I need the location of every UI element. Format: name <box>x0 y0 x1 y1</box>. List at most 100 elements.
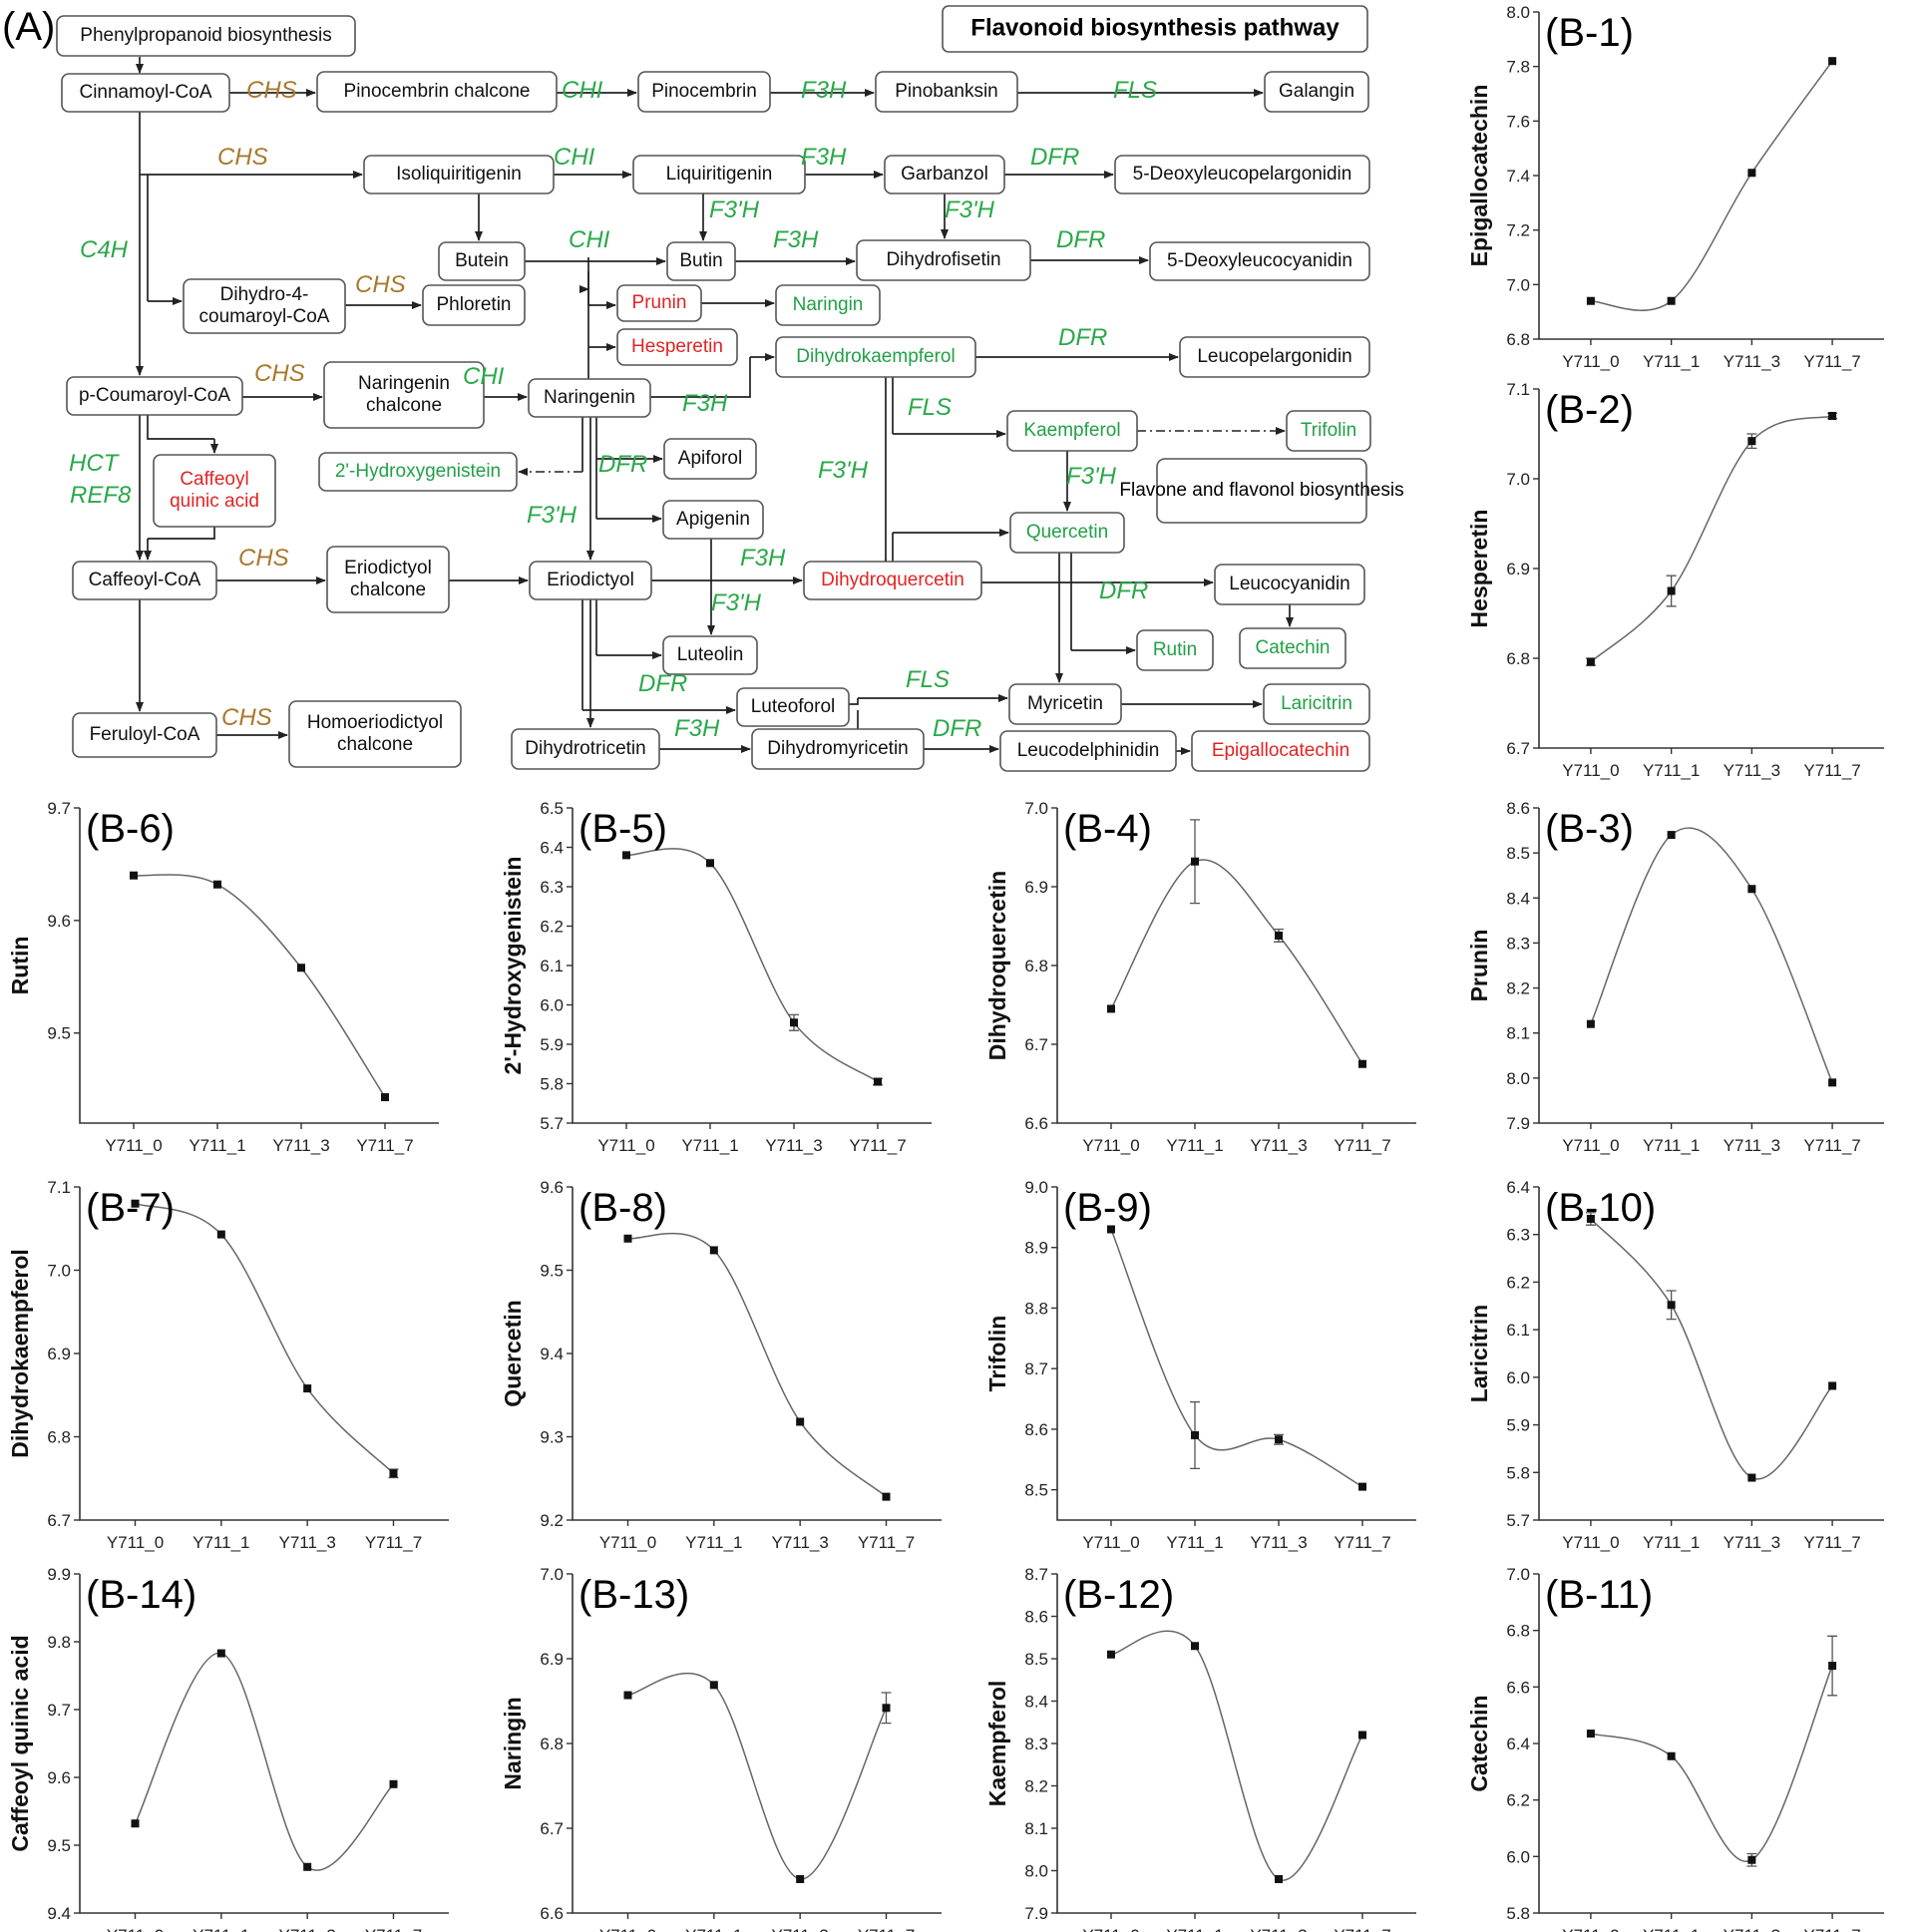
pathway-node-label: Rutin <box>1153 639 1197 660</box>
data-point <box>706 859 714 868</box>
pathway-node-n4: Pinocembrin <box>637 71 771 113</box>
y-tick-label: 6.3 <box>540 878 564 897</box>
y-tick-label: 6.6 <box>1024 1114 1048 1133</box>
data-point <box>1586 1214 1595 1223</box>
y-tick-label: 7.6 <box>1506 112 1530 131</box>
pathway-node-label: Feruloyl-CoA <box>90 724 200 745</box>
y-tick-label: 8.1 <box>1024 1819 1048 1838</box>
data-point <box>1747 169 1756 178</box>
y-tick-label: 8.6 <box>1506 799 1530 818</box>
chart-panel-label: (B-1) <box>1545 11 1634 55</box>
y-tick-label: 9.4 <box>540 1345 564 1363</box>
data-point <box>1747 1473 1756 1482</box>
pathway-node-label: Leucopelargonidin <box>1197 346 1351 367</box>
y-tick-label: 7.1 <box>47 1178 71 1197</box>
pathway-node-label: Garbanzol <box>901 164 988 185</box>
chart-axes <box>79 1574 449 1914</box>
y-tick-label: 9.6 <box>47 1768 71 1787</box>
enzyme-label-e12: F3H <box>773 226 819 253</box>
data-point <box>131 1199 140 1208</box>
chart-panel-label: (B-13) <box>578 1573 689 1617</box>
y-tick-label: 6.2 <box>1506 1791 1530 1810</box>
pathway-node-label: Pinocembrin chalcone <box>344 81 531 102</box>
series-line <box>1110 859 1363 1065</box>
enzyme-label-e9: F3'H <box>709 196 760 223</box>
y-tick-label: 6.4 <box>1506 1735 1530 1753</box>
series-line <box>133 874 386 1098</box>
enzyme-label-e35: DFR <box>933 715 981 742</box>
data-point <box>1191 1430 1199 1439</box>
y-tick-label: 7.0 <box>540 1565 564 1584</box>
y-tick-label: 7.0 <box>1506 470 1530 489</box>
pathway-node-label: Dihydrokaempferol <box>796 346 955 367</box>
data-point <box>709 1246 718 1255</box>
data-point <box>1747 437 1756 446</box>
y-axis-label: Quercetin <box>500 1300 526 1406</box>
pathway-node-label: Dihydroquercetin <box>821 570 964 590</box>
y-tick-label: 6.5 <box>540 799 564 818</box>
pathway-node-n45: Dihydrotricetin <box>511 728 660 770</box>
y-tick-label: 7.8 <box>1506 58 1530 77</box>
data-point <box>1586 657 1595 666</box>
pathway-node-n15: Dihydro-4-coumaroyl-CoA <box>183 278 346 334</box>
y-tick-label: 8.5 <box>1024 1481 1048 1500</box>
pathway-node-n40: Feruloyl-CoA <box>72 712 217 758</box>
pathway-node-label: Hesperetin <box>631 336 723 357</box>
pathway-node-label: p-Coumaroyl-CoA <box>79 385 230 406</box>
y-tick-label: 8.8 <box>1024 1299 1048 1318</box>
data-point <box>1828 1078 1837 1087</box>
pathway-node-label: Quercetin <box>1026 522 1108 543</box>
data-point <box>1191 857 1199 866</box>
chart-B-12: 7.9 8.0 8.1 8.2 8.3 8.4 8.5 8.6 8.7 Y711_0 Y711_1 Y… <box>984 1565 1416 1932</box>
x-tick-label: Y711_3 <box>1250 1926 1307 1932</box>
pathway-node-n34: Eriodictyol <box>529 561 652 600</box>
pathway-node-n36: Leucocyanidin <box>1214 564 1365 605</box>
chart-B-3: 7.9 8.0 8.1 8.2 8.3 8.4 8.5 8.6 Y711_0 Y711_1 Y711… <box>1466 799 1884 1155</box>
pathway-node-label: Epigallocatechin <box>1212 740 1349 761</box>
enzyme-label-e2: CHI <box>562 77 603 104</box>
y-axis-label: Hesperetin <box>1466 510 1492 628</box>
x-tick-label: Y711_3 <box>1724 1926 1780 1932</box>
enzyme-label-e19: F3H <box>682 390 728 417</box>
series-line <box>134 1652 395 1871</box>
y-tick-label: 7.1 <box>1506 380 1530 399</box>
y-axis-label: Laricitrin <box>1466 1305 1492 1402</box>
y-tick-label: 8.3 <box>1506 934 1530 953</box>
series-line <box>627 1672 888 1880</box>
chart-axes <box>79 808 439 1124</box>
pathway-node-label: Luteolin <box>677 644 744 665</box>
chart-B-1: 6.8 7.0 7.2 7.4 7.6 7.8 8.0 Y711_0 Y711_1 Y711_3 Y… <box>1466 3 1884 371</box>
pathway-node-label: Prunin <box>632 292 687 313</box>
y-tick-label: 8.2 <box>1024 1777 1048 1796</box>
data-point <box>709 1681 718 1690</box>
pathway-node-label: Apiforol <box>678 448 742 469</box>
chart-panel-label: (B-8) <box>578 1186 667 1230</box>
legend-box-flavone: Flavone and flavonol biosynthesis <box>1119 458 1404 524</box>
pathway-node-n2: Cinnamoyl-CoA <box>61 73 230 113</box>
pathway-node-label: Naringenin <box>544 387 635 408</box>
y-tick-label: 9.5 <box>540 1262 564 1281</box>
series-line <box>1590 1665 1833 1863</box>
pathway-node-label: Myricetin <box>1027 693 1103 714</box>
enzyme-label-e24: F3'H <box>818 457 869 484</box>
enzyme-label-e15: CHS <box>355 271 406 298</box>
chart-panel-label: (B-14) <box>86 1573 196 1617</box>
x-tick-label: Y711_7 <box>365 1926 422 1932</box>
enzyme-label-e1: CHS <box>246 77 297 104</box>
chart-panel-label: (B-6) <box>86 807 175 851</box>
data-point <box>1358 1482 1366 1491</box>
chart-axes <box>1538 808 1884 1124</box>
chart-B-7: 6.7 6.8 6.9 7.0 7.1 Y711_0 Y711_1 Y711_3 Y711_7 (… <box>7 1178 449 1552</box>
series-line <box>1590 827 1833 1083</box>
y-tick-label: 6.7 <box>47 1511 71 1530</box>
pathway-node-label: Caffeoyl <box>180 469 248 490</box>
data-point <box>623 1691 632 1700</box>
enzyme-label-e11: CHI <box>569 226 610 253</box>
y-tick-label: 6.8 <box>1024 957 1048 975</box>
pathway-node-label: 5-Deoxyleucopelargonidin <box>1133 164 1352 185</box>
data-point <box>796 1417 805 1426</box>
data-point <box>381 1093 389 1102</box>
x-tick-label: Y711_1 <box>685 1926 742 1932</box>
